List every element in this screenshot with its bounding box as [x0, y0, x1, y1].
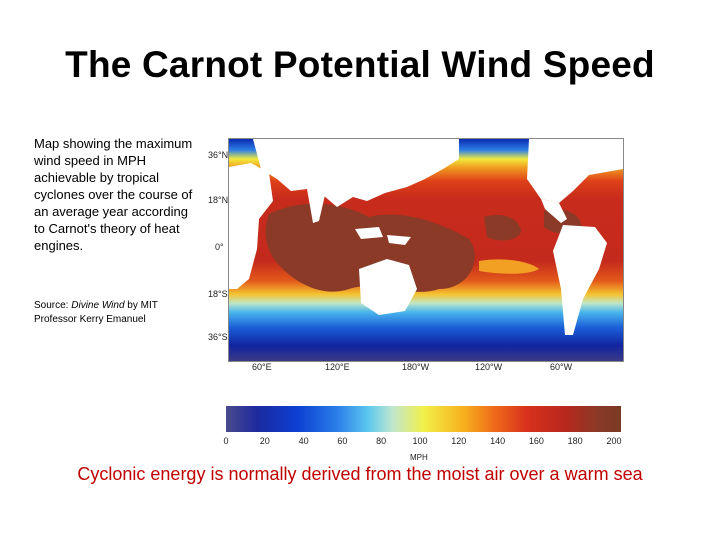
source-credit: Source: Divine Wind by MIT Professor Ker… [34, 299, 194, 327]
colorbar-tick-label: 120 [451, 436, 467, 446]
lat-label-36s: 36°S [208, 332, 228, 342]
warm-pool-region [265, 203, 475, 292]
colorbar-tick-label: 140 [490, 436, 506, 446]
colorbar-unit-label: MPH [410, 453, 428, 462]
lon-label-120e: 120°E [325, 362, 350, 372]
source-author: by MIT Professor Kerry Emanuel [34, 300, 158, 325]
colorbar-tick-label: 0 [223, 436, 229, 446]
colorbar-tick-label: 160 [528, 436, 544, 446]
colorbar-tick-label: 180 [567, 436, 583, 446]
land-australia [359, 259, 417, 315]
land-eurasia [253, 139, 459, 207]
land-north-america [527, 139, 623, 203]
lat-label-18s: 18°S [208, 289, 228, 299]
colorbar-tick-label: 80 [376, 436, 387, 446]
land-new-guinea [387, 235, 411, 245]
wind-speed-map [228, 138, 624, 362]
lon-label-60e: 60°E [252, 362, 272, 372]
lat-label-0: 0° [215, 242, 224, 252]
slide-caption: Cyclonic energy is normally derived from… [77, 464, 643, 484]
land-greenland [595, 139, 623, 153]
colorbar [226, 406, 621, 432]
lon-label-180w: 180°W [402, 362, 430, 372]
colorbar-tick-label: 60 [337, 436, 348, 446]
wind-speed-map-graphic [229, 139, 623, 361]
cold-tongue-region [479, 259, 539, 274]
lat-label-36n: 36°N [208, 150, 229, 160]
colorbar-tick-label: 20 [259, 436, 270, 446]
source-work-title: Divine Wind [71, 300, 125, 311]
slide-title: The Carnot Potential Wind Speed [65, 44, 655, 85]
east-pacific-region [484, 214, 521, 241]
map-description: Map showing the maximum wind speed in MP… [34, 136, 193, 253]
lon-label-120w: 120°W [475, 362, 503, 372]
colorbar-tick-label: 200 [606, 436, 622, 446]
land-india [307, 189, 325, 223]
land-africa [229, 163, 273, 289]
lon-label-60w: 60°W [550, 362, 573, 372]
source-prefix: Source: [34, 300, 72, 311]
colorbar-tick-label: 100 [412, 436, 428, 446]
colorbar-tick-label: 40 [298, 436, 309, 446]
land-central-america [541, 199, 567, 223]
land-south-america [553, 225, 607, 335]
land-maritime-continent [355, 227, 383, 239]
lat-label-18n: 18°N [208, 195, 229, 205]
